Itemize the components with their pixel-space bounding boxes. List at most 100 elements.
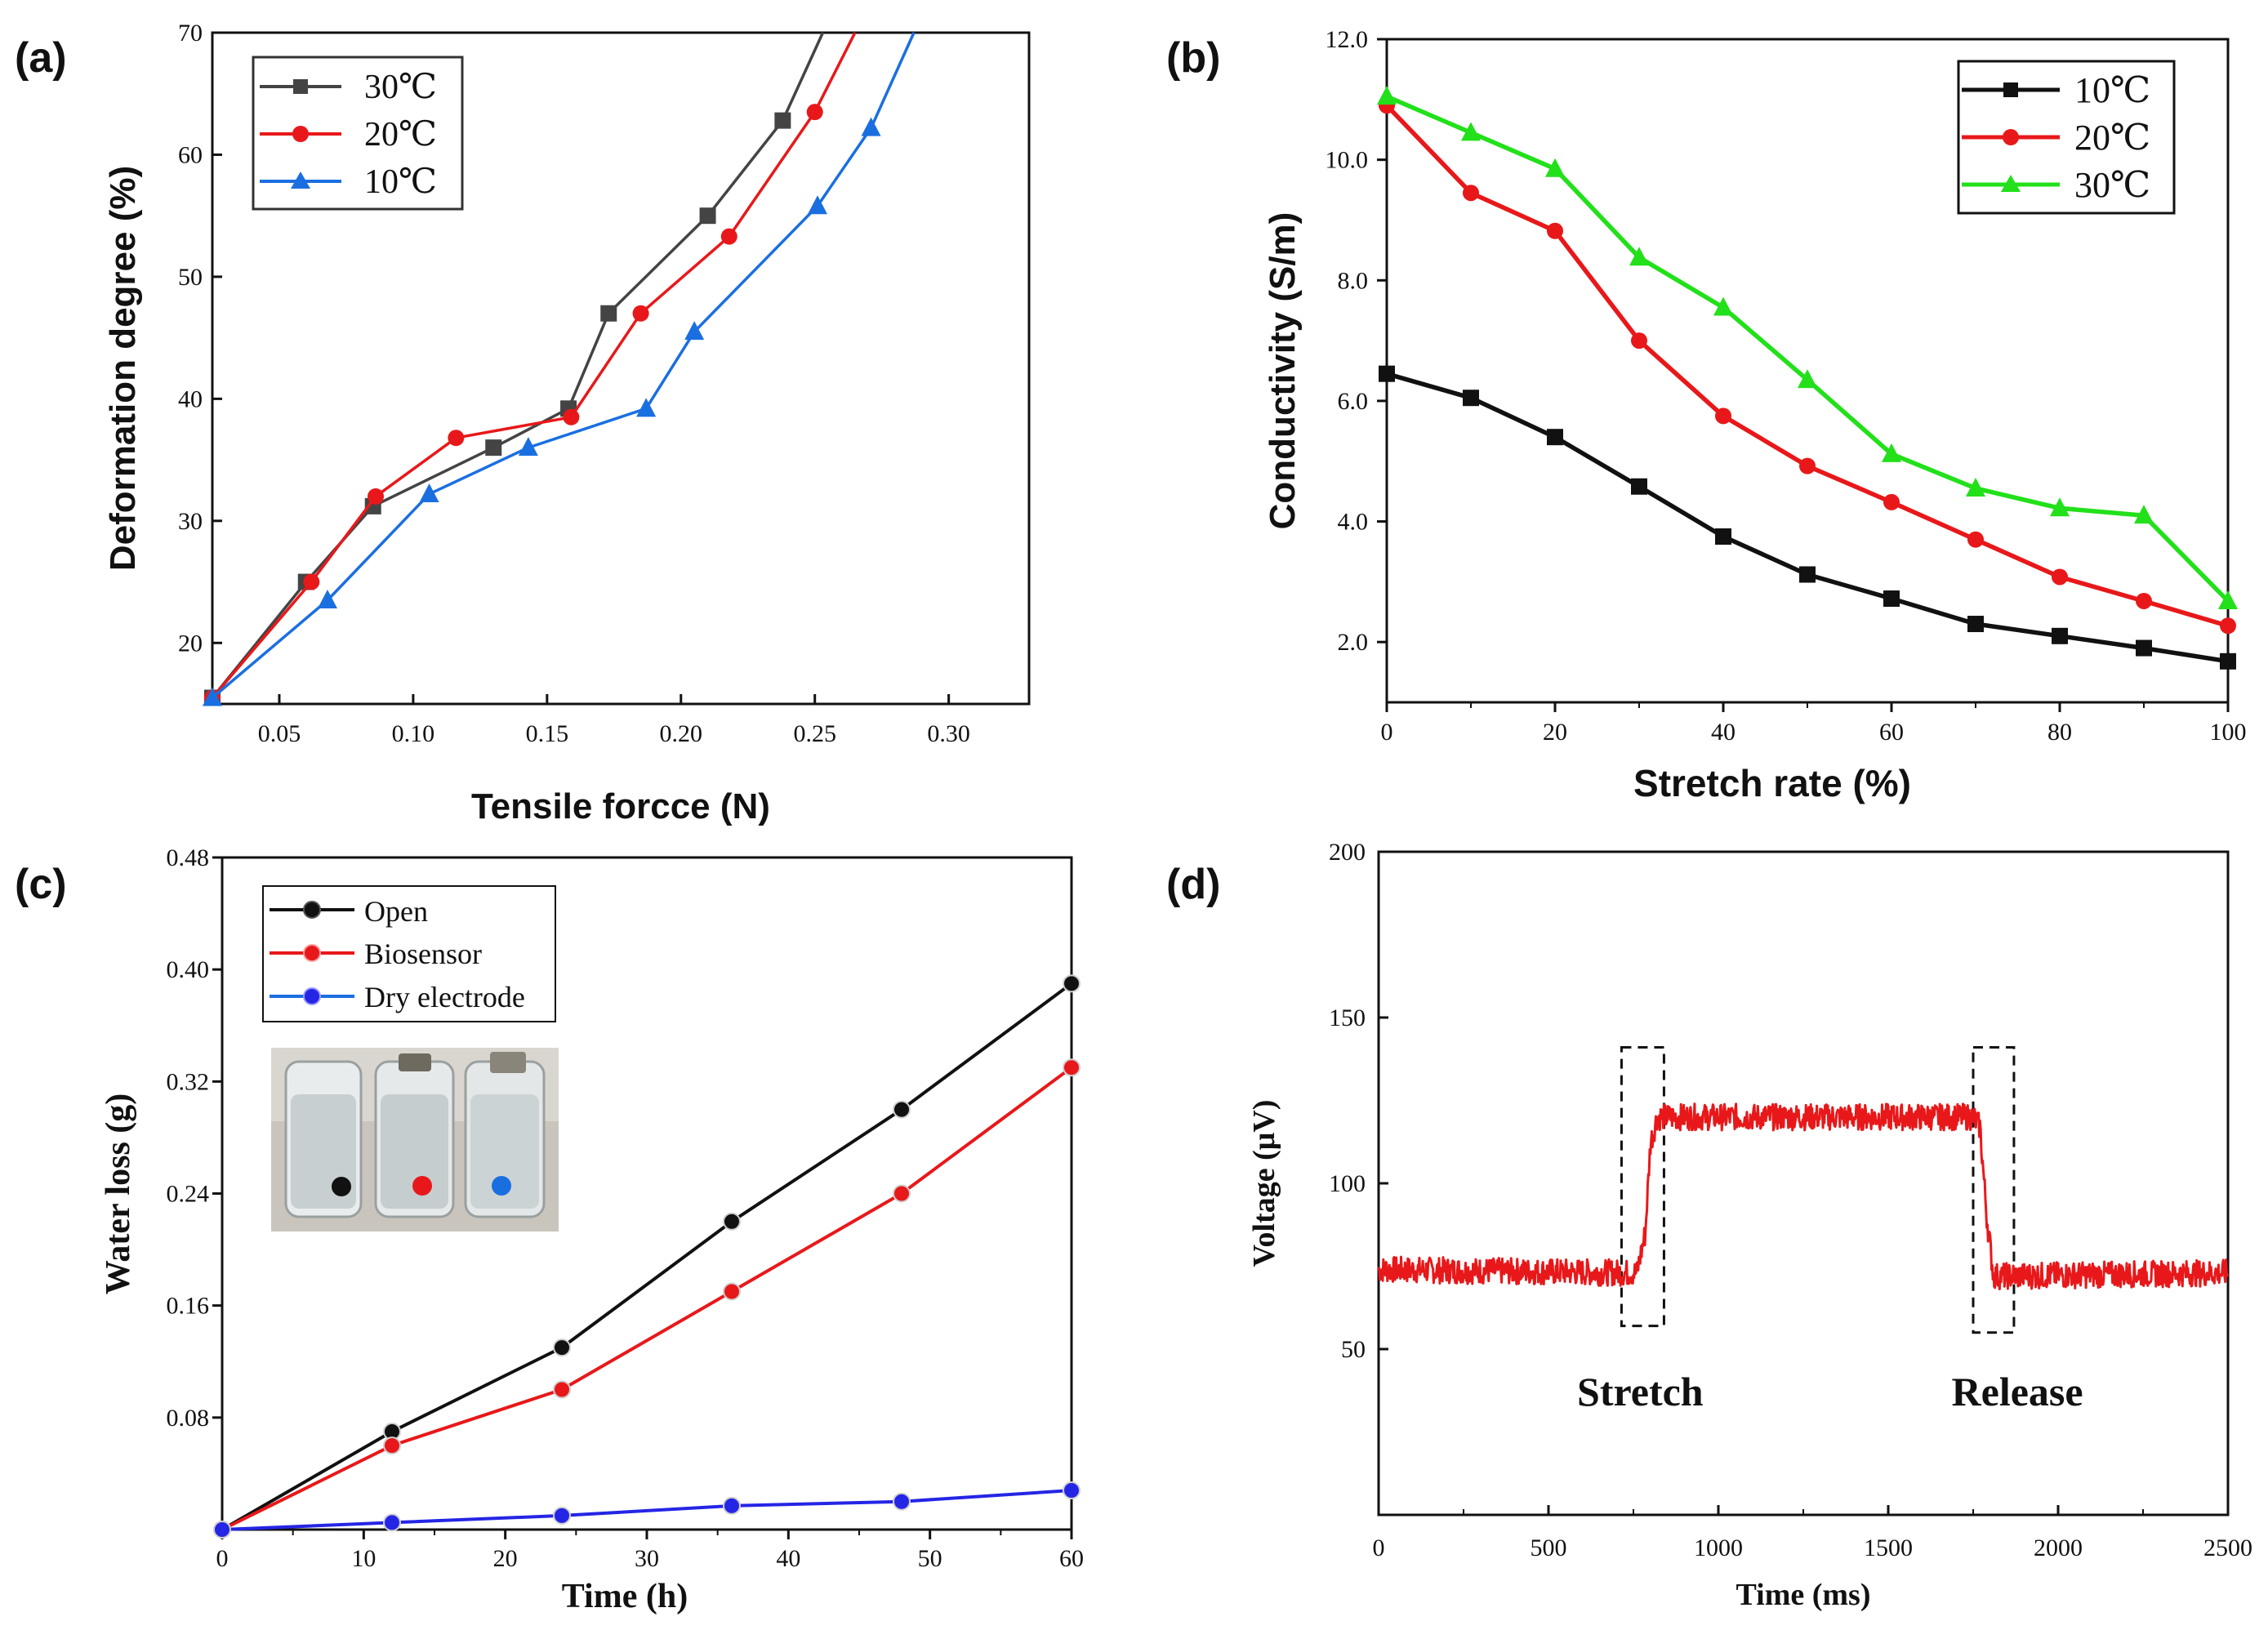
series-point-square	[2052, 627, 2068, 644]
series-point-circle	[303, 573, 320, 590]
panel-b-xlabel: Stretch rate (%)	[1633, 762, 1911, 804]
vial-right-dot	[492, 1176, 511, 1196]
y-tick-label: 8.0	[1338, 267, 1369, 294]
series-point-circle	[720, 228, 737, 245]
vial-left	[284, 1060, 363, 1218]
series-point-ball	[553, 1506, 571, 1525]
legend-label-30c: 30℃	[2074, 165, 2150, 205]
x-tick-label: 0	[216, 1545, 229, 1572]
series-point-triangle	[861, 117, 881, 136]
x-tick-label: 1500	[1864, 1534, 1913, 1561]
series-point-triangle	[1713, 296, 1733, 316]
annotation-stretch: Stretch	[1577, 1369, 1704, 1414]
series-point-square	[699, 207, 716, 225]
series-point-ball	[723, 1496, 741, 1515]
panel-d-xlabel: Time (ms)	[1736, 1578, 1871, 1612]
vial-middle-water	[381, 1094, 448, 1209]
y-tick-label: 20	[178, 630, 203, 657]
x-tick-label: 10	[351, 1545, 376, 1572]
legend-marker-ball-red	[303, 944, 321, 962]
panel-a-frame	[211, 31, 1031, 706]
series-point-ball	[893, 1100, 911, 1119]
panel-c-legend: Open Biosensor Dry electrode	[262, 885, 556, 1022]
series-point-square	[1883, 590, 1900, 608]
x-tick-label: 0.25	[793, 720, 836, 747]
x-tick-label: 80	[2047, 719, 2072, 746]
y-tick-label: 150	[1329, 1004, 1366, 1031]
series-point-circle	[2220, 617, 2236, 635]
series-point-square	[1799, 566, 1816, 583]
series-point-triangle	[203, 687, 222, 706]
series-point-circle	[1463, 185, 1479, 202]
y-tick-label: 10.0	[1326, 147, 1369, 174]
y-tick-label: 100	[1329, 1170, 1366, 1197]
series-point-triangle	[636, 398, 657, 417]
series-point-triangle	[419, 483, 439, 502]
x-tick-label: 0.10	[392, 720, 435, 747]
series-point-triangle	[684, 321, 705, 341]
y-tick-label: 0.40	[167, 956, 210, 983]
panel-d: (d) 50 100 150 200 0 500 1000 1500 2000 2500 Str…	[1166, 839, 2252, 1612]
legend-label-10c: 10℃	[364, 163, 437, 201]
series-point-square	[774, 112, 791, 129]
series-point-circle	[1715, 408, 1731, 425]
series-line-2	[221, 1066, 1073, 1531]
x-tick-label: 30	[635, 1545, 659, 1572]
panel-b-label: (b)	[1166, 34, 1220, 82]
legend-label-dry-electrode: Dry electrode	[364, 981, 525, 1013]
x-tick-label: 0.20	[660, 720, 703, 747]
series-point-circle	[1631, 332, 1647, 350]
series-point-triangle	[1629, 247, 1649, 266]
series-line-1	[221, 982, 1073, 1531]
y-tick-label: 0.16	[167, 1293, 210, 1320]
series-point-triangle	[807, 195, 827, 215]
series-point-circle	[2136, 592, 2152, 609]
panel-c-label: (c)	[15, 861, 67, 908]
series-point-circle	[1547, 222, 1563, 239]
y-tick-label: 60	[178, 141, 203, 168]
series-point-ball	[723, 1282, 741, 1301]
legend-marker-square	[2003, 82, 2018, 97]
panel-b-ylabel: Conductivity (S/m)	[1263, 212, 1303, 530]
y-tick-label: 50	[178, 264, 203, 291]
x-tick-label: 40	[1711, 719, 1736, 746]
panel-a-xlabel: Tensile forcce (N)	[471, 786, 770, 826]
panel-d-ylabel: Voltage (μV)	[1247, 1100, 1281, 1267]
vial-middle-dot	[412, 1176, 432, 1196]
x-tick-label: 0	[1373, 1534, 1385, 1561]
series-point-ball	[383, 1513, 401, 1532]
legend-marker-triangle	[291, 171, 310, 189]
series-point-ball	[213, 1521, 231, 1539]
series-point-ball	[1063, 974, 1081, 993]
legend-marker-triangle	[2001, 175, 2021, 192]
legend-label-20c: 20℃	[2074, 118, 2150, 158]
series-point-triangle	[2134, 505, 2154, 524]
series-point-triangle	[1377, 86, 1397, 105]
x-tick-label: 1000	[1694, 1534, 1743, 1561]
legend-marker-square	[293, 79, 308, 94]
vial-right-electrode	[490, 1052, 526, 1073]
vial-left-dot	[332, 1177, 351, 1196]
y-tick-label: 70	[178, 20, 203, 47]
series-point-triangle	[1882, 443, 1901, 462]
series-point-circle	[2052, 568, 2068, 586]
vial-middle-sensor	[399, 1053, 431, 1071]
series-point-ball	[553, 1338, 571, 1357]
series-point-circle	[806, 104, 823, 121]
vial-right	[464, 1052, 546, 1218]
panel-a-label: (a)	[15, 34, 67, 82]
series-point-circle	[1799, 457, 1816, 474]
series-point-circle	[1883, 493, 1900, 510]
legend-label-30c: 30℃	[364, 69, 437, 106]
x-tick-label: 2000	[2034, 1534, 2083, 1561]
inset-photo-vials	[271, 1048, 559, 1231]
series-point-triangle	[1966, 477, 1985, 497]
series-point-ball	[1063, 1481, 1081, 1499]
vial-middle	[374, 1053, 455, 1218]
panel-d-label: (d)	[1166, 861, 1220, 908]
y-tick-label: 0.24	[167, 1181, 210, 1208]
x-tick-label: 100	[2210, 719, 2247, 746]
x-tick-label: 0.05	[258, 720, 301, 747]
series-point-square	[2136, 639, 2152, 657]
series-point-square	[1715, 528, 1731, 545]
